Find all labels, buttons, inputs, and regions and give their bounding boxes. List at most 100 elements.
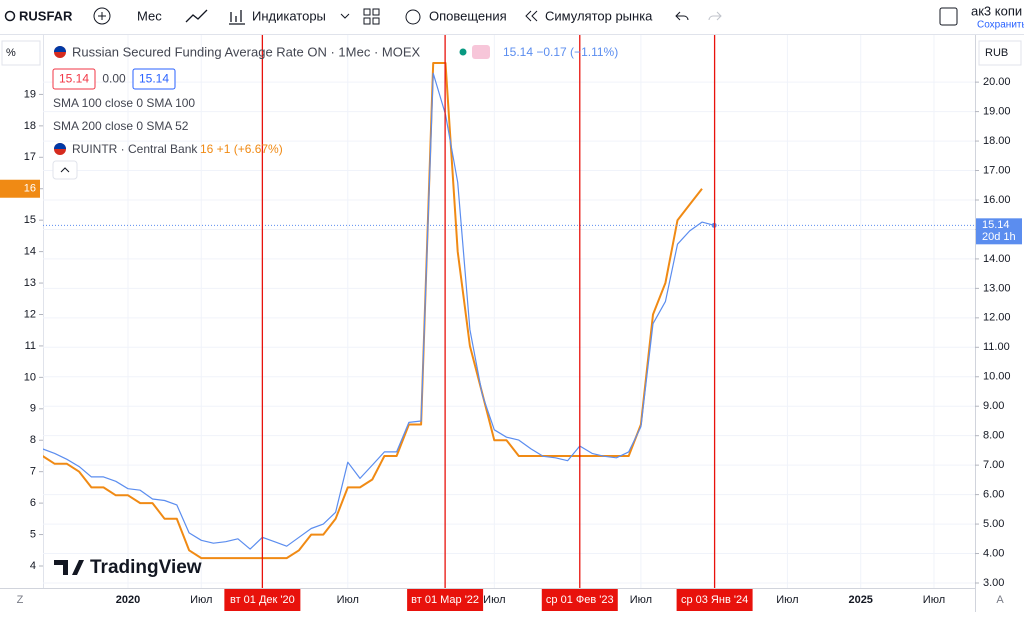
legend-compare-values: 16 +1 (+6.67%) [200,142,283,156]
last-price-box [976,218,1022,245]
status-badge [472,45,490,59]
marker-label-box [541,589,618,611]
overlay: 16 15.14 20d 1h вт 01 Дек '20 вт 01 Мар '22 с… [0,35,1022,611]
bid-box [52,68,96,90]
marker-label: ср 03 Янв '24 [681,594,748,606]
templates[interactable] [363,8,380,25]
x-tick-label: Июл [630,594,652,606]
y2-tick-label: 5.00 [983,518,1004,530]
series-line [43,72,715,550]
alert-icon[interactable] [405,9,421,25]
y2-tick-label: 10.00 [983,371,1011,383]
legend-values: 15.14 −0.17 (−1.11%) [503,45,618,59]
y2-tick-label: 4.00 [983,547,1004,559]
watermark-text: TradingView [90,557,202,578]
x-tick-label: Июл [483,594,505,606]
legend-series-name[interactable]: RUINTR · Central Bank [72,142,198,156]
marker-label-box [676,589,753,611]
marker-label: вт 01 Дек '20 [230,594,295,606]
legend: Russian Secured Funding Average Rate ON … [52,44,618,180]
y-tick-label: 14 [24,246,36,258]
x-tick-label: Июл [190,594,212,606]
alerts[interactable]: Оповещения [429,8,507,23]
add-symbol[interactable] [93,7,111,25]
interval[interactable]: Мес [137,8,162,23]
ask: 15.14 [139,72,169,86]
marker-label-box [407,589,484,611]
y2-tick-label: 14.00 [983,253,1011,265]
indicators[interactable]: Индикаторы [252,8,326,23]
y-tick-label: 11 [25,340,36,352]
y-tick-label: 7 [30,466,36,478]
right-unit-box[interactable] [978,40,1022,66]
layout-icon[interactable] [939,7,958,26]
y-tick-label: 9 [30,403,36,415]
indicator-legend[interactable]: SMA 100 close 0 SMA 100 [53,96,195,110]
y2-tick-label: 7.00 [983,459,1004,471]
indicator-legend[interactable]: SMA 200 close 0 SMA 52 [53,119,189,133]
y2-tick-label: 9.00 [983,400,1004,412]
y-tick-label: 10 [24,371,36,383]
y2-tick-label: 3.00 [983,577,1004,589]
y2-tick-label: 8.00 [983,430,1004,442]
save[interactable]: Сохранить [977,20,1024,31]
add-icon [98,12,106,20]
flag-top [54,46,66,52]
last-price-box [0,179,40,198]
y-tick-label: 4 [30,560,36,572]
y-tick-label: 12 [24,308,36,320]
y2-tick-label: 11.00 [983,341,1010,353]
y-tick-label: 19 [24,88,36,100]
y2-tick-label: 19.00 [983,106,1011,118]
collapse-legend[interactable] [52,160,78,180]
scale-button[interactable]: A [996,594,1004,606]
series-line [43,62,703,560]
x-tick-label: Июл [776,594,798,606]
y-tick-label: 8 [30,434,36,446]
bid: 15.14 [59,72,89,86]
left-unit-box[interactable] [1,40,41,66]
marker-label: ср 01 Фев '23 [546,594,614,606]
symbol[interactable]: RUSFAR [19,8,73,23]
indicators-icon[interactable] [229,10,245,25]
replay-icon[interactable] [525,10,538,22]
y2-tick-label: 6.00 [983,489,1004,501]
y-tick-label: 18 [24,120,36,132]
redo[interactable] [708,11,722,21]
legend-series-name[interactable]: Russian Secured Funding Average Rate ON … [72,44,421,59]
y-tick-label: 6 [30,497,36,509]
marker-label: вт 01 Мар '22 [411,594,479,606]
spread: 0.00 [102,72,126,86]
y-tick-label: 17 [24,151,36,163]
y-tick-label: 13 [24,277,36,289]
y2-tick-label: 18.00 [983,135,1011,147]
chart-type[interactable] [185,9,208,23]
search-icon[interactable] [4,10,16,22]
scale-button[interactable]: Z [17,594,24,606]
series-layer [43,62,715,560]
logo [54,560,84,575]
y2-tick-label: 12.00 [983,312,1011,324]
y-tick-label: 15 [24,214,36,226]
indicators-menu[interactable] [340,13,350,19]
y2-tick-label: 20.00 [983,76,1011,88]
y2-tick-label: 17.00 [983,164,1011,176]
collapse-icon [60,167,70,173]
countdown: 20d 1h [982,231,1016,243]
marker-label-box [224,589,301,611]
last-price-label: 16 [24,183,36,195]
undo[interactable] [675,11,689,21]
x-tick-label: Июл [923,594,945,606]
flag-top [54,143,66,149]
grid: 3.00 4.00 5.00 6.00 7.00 8.00 9.00 10.00 11.00 12… [24,35,1011,606]
replay[interactable]: Симулятор рынка [545,8,653,23]
y-tick-label: 5 [30,528,36,540]
right-axis-unit: RUB [985,47,1008,59]
x-tick-label: Июл [337,594,359,606]
status-dot [459,48,467,56]
layout-name[interactable]: ак3 копи [971,3,1022,18]
y2-tick-label: 13.00 [983,282,1011,294]
